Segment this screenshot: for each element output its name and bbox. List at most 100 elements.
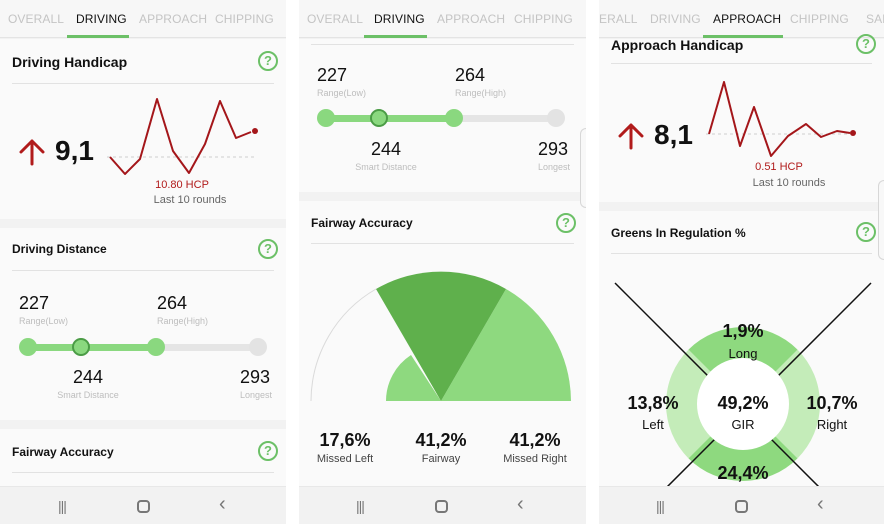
active-tab-indicator bbox=[364, 35, 427, 38]
home-icon[interactable] bbox=[735, 500, 748, 513]
gir-right-label: Right bbox=[816, 417, 848, 432]
help-icon[interactable]: ? bbox=[856, 34, 876, 54]
back-icon[interactable]: ‹ bbox=[517, 493, 524, 515]
active-tab-indicator bbox=[67, 35, 129, 38]
missed-right-value: 41,2% bbox=[509, 430, 561, 450]
tab-approach[interactable]: APPROACH bbox=[437, 12, 506, 26]
card-title: Driving Handicap bbox=[12, 54, 128, 70]
phone-screen-driving: OVERALL DRIVING APPROACH CHIPPING Drivin… bbox=[0, 0, 286, 524]
tab-approach[interactable]: APPROACH bbox=[139, 12, 208, 26]
tab-driving[interactable]: DRIVING bbox=[650, 12, 701, 26]
missed-right-label: Missed Right bbox=[503, 453, 567, 465]
system-nav-bar: ||| ‹ bbox=[599, 486, 884, 524]
smart-distance-label: Smart Distance bbox=[57, 390, 119, 400]
gir-left-value: 13,8% bbox=[627, 393, 679, 413]
gir-long-label: Long bbox=[728, 346, 758, 361]
help-icon[interactable]: ? bbox=[856, 222, 876, 242]
divider bbox=[611, 63, 872, 64]
range-high-label: Range(High) bbox=[455, 88, 507, 98]
recent-apps-icon[interactable]: ||| bbox=[656, 498, 665, 514]
driving-distance-card: Driving Distance ? 227 Range(Low) 264 Ra… bbox=[0, 228, 286, 420]
back-icon[interactable]: ‹ bbox=[219, 493, 226, 515]
tab-bar: ERALL DRIVING APPROACH CHIPPING SAN bbox=[599, 0, 884, 38]
handicap-value: 8,1 bbox=[654, 119, 693, 150]
card-title: Fairway Accuracy bbox=[12, 445, 114, 459]
help-icon[interactable]: ? bbox=[258, 239, 278, 259]
distance-slider-fill bbox=[326, 115, 454, 122]
tab-driving[interactable]: DRIVING bbox=[76, 12, 127, 26]
recent-apps-icon[interactable]: ||| bbox=[58, 498, 67, 514]
help-icon[interactable]: ? bbox=[556, 213, 576, 233]
range-low-value: 227 bbox=[19, 293, 50, 313]
longest-label: Longest bbox=[538, 162, 571, 172]
longest-dot bbox=[547, 109, 565, 127]
divider bbox=[12, 472, 274, 473]
missed-left-label: Missed Left bbox=[316, 453, 374, 465]
hcp-value: 0.51 HCP bbox=[755, 161, 803, 173]
gir-left-label: Left bbox=[642, 417, 664, 432]
range-low-value: 227 bbox=[317, 65, 348, 85]
approach-handicap-card: Approach Handicap ? 8,1 0.51 HCP Last 10… bbox=[599, 34, 884, 202]
tab-chipping[interactable]: CHIPPING bbox=[215, 12, 274, 26]
phone-screen-approach: ERALL DRIVING APPROACH CHIPPING SAN Appr… bbox=[599, 0, 884, 524]
recent-apps-icon[interactable]: ||| bbox=[356, 498, 365, 514]
side-panel-handle[interactable] bbox=[878, 180, 884, 260]
tab-approach[interactable]: APPROACH bbox=[713, 12, 782, 26]
home-icon[interactable] bbox=[137, 500, 150, 513]
tab-chipping[interactable]: CHIPPING bbox=[790, 12, 849, 26]
tab-sand[interactable]: SAN bbox=[866, 12, 884, 26]
range-high-dot bbox=[445, 109, 463, 127]
tab-driving[interactable]: DRIVING bbox=[374, 12, 425, 26]
help-icon[interactable]: ? bbox=[258, 51, 278, 71]
greens-in-regulation-card: Greens In Regulation % ? 1,9% Long 13,8%… bbox=[599, 211, 884, 486]
longest-dot bbox=[249, 338, 267, 356]
fairway-accuracy-card: Fairway Accuracy ? 17,6% Missed Left 41,… bbox=[299, 201, 586, 486]
home-icon[interactable] bbox=[435, 500, 448, 513]
driving-handicap-card: Driving Handicap ? 9,1 10.80 HCP Last 10… bbox=[0, 39, 286, 219]
side-panel-handle[interactable] bbox=[580, 128, 586, 208]
fairway-accuracy-gauge bbox=[310, 271, 571, 402]
help-icon[interactable]: ? bbox=[258, 441, 278, 461]
range-low-dot bbox=[317, 109, 335, 127]
divider bbox=[611, 253, 872, 254]
divider bbox=[311, 44, 574, 45]
longest-label: Longest bbox=[240, 390, 273, 400]
longest-value: 293 bbox=[240, 367, 271, 387]
missed-left-value: 17,6% bbox=[319, 430, 371, 450]
fairway-label: Fairway bbox=[421, 453, 461, 465]
tab-overall[interactable]: OVERALL bbox=[307, 12, 364, 26]
hcp-value: 10.80 HCP bbox=[155, 179, 209, 191]
phone-screen-driving-scrolled: OVERALL DRIVING APPROACH CHIPPING 227 Ra… bbox=[299, 0, 586, 524]
handicap-value: 9,1 bbox=[55, 135, 94, 166]
card-title: Driving Distance bbox=[12, 242, 107, 256]
card-title: Approach Handicap bbox=[611, 37, 744, 53]
system-nav-bar: ||| ‹ bbox=[0, 486, 286, 524]
range-high-dot bbox=[147, 338, 165, 356]
card-title: Greens In Regulation % bbox=[611, 226, 746, 240]
divider bbox=[12, 83, 274, 84]
longest-value: 293 bbox=[538, 139, 569, 159]
gir-center-value: 49,2% bbox=[717, 393, 769, 413]
rounds-caption: Last 10 rounds bbox=[752, 177, 826, 189]
back-icon[interactable]: ‹ bbox=[817, 493, 824, 515]
handicap-sparkline bbox=[107, 98, 258, 175]
active-tab-indicator bbox=[703, 35, 783, 38]
driving-distance-card: 227 Range(Low) 264 Range(High) 244 Smart… bbox=[299, 39, 586, 192]
tab-overall[interactable]: OVERALL bbox=[8, 12, 65, 26]
card-title: Fairway Accuracy bbox=[311, 216, 413, 230]
tab-overall[interactable]: ERALL bbox=[599, 12, 638, 26]
smart-distance-value: 244 bbox=[370, 139, 402, 159]
smart-distance-dot[interactable] bbox=[72, 338, 90, 356]
trend-up-icon bbox=[19, 139, 45, 166]
fairway-accuracy-card: Fairway Accuracy ? bbox=[0, 429, 286, 486]
range-high-value: 264 bbox=[157, 293, 188, 313]
divider bbox=[12, 270, 274, 271]
smart-distance-value: 244 bbox=[72, 367, 104, 387]
gir-right-value: 10,7% bbox=[806, 393, 858, 413]
tab-chipping[interactable]: CHIPPING bbox=[514, 12, 573, 26]
handicap-sparkline bbox=[706, 81, 856, 157]
range-high-label: Range(High) bbox=[157, 316, 209, 326]
gir-target-diagram bbox=[614, 282, 872, 486]
smart-distance-dot[interactable] bbox=[370, 109, 388, 127]
gir-short-value: 24,4% bbox=[717, 463, 769, 483]
